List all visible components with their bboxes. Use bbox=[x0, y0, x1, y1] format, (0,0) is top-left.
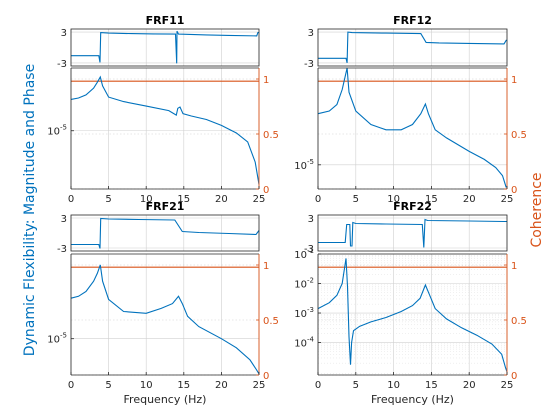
phase-tick-label: -3 bbox=[57, 59, 67, 70]
magnitude-line bbox=[70, 264, 260, 375]
magnitude-plot-area bbox=[71, 68, 259, 189]
x-tick-label: 0 bbox=[315, 194, 321, 205]
x-tick-label: 25 bbox=[253, 380, 266, 391]
left-axis-title: Dynamic Flexibility: Magnitude and Phase bbox=[22, 64, 38, 356]
x-tick-label: 15 bbox=[425, 194, 438, 205]
magnitude-line bbox=[317, 67, 507, 188]
coherence-tick-label: 0 bbox=[263, 185, 269, 196]
magnitude-line bbox=[317, 258, 508, 373]
phase-axes-box bbox=[70, 214, 260, 252]
phase-line bbox=[71, 30, 259, 64]
coherence-tick-label: 0.5 bbox=[263, 316, 279, 327]
coherence-tick-label: 0.5 bbox=[511, 130, 527, 141]
phase-tick-label: 3 bbox=[61, 28, 67, 39]
coherence-tick-label: 0 bbox=[263, 371, 269, 382]
phase-axes-box bbox=[70, 28, 260, 67]
x-tick-label: 15 bbox=[177, 380, 190, 391]
coherence-tick-label: 0.5 bbox=[511, 316, 527, 327]
x-tick-label: 20 bbox=[215, 194, 228, 205]
x-tick-label: 20 bbox=[215, 380, 228, 391]
x-tick-label: 5 bbox=[105, 194, 111, 205]
phase-tick-label: -3 bbox=[57, 244, 67, 255]
phase-tick-label: 3 bbox=[308, 214, 314, 225]
x-tick-label: 25 bbox=[501, 194, 514, 205]
coherence-tick-label: 0 bbox=[511, 185, 517, 196]
x-tick-label: 5 bbox=[353, 194, 359, 205]
x-tick-label: 10 bbox=[140, 380, 153, 391]
phase-axes-box bbox=[317, 214, 508, 252]
x-axis-title: Frequency (Hz) bbox=[371, 393, 454, 406]
x-tick-label: 25 bbox=[501, 380, 514, 391]
subplot-title: FRF11 bbox=[146, 14, 185, 27]
x-tick-label: 10 bbox=[387, 194, 400, 205]
magnitude-plot-area bbox=[71, 254, 259, 375]
x-tick-label: 5 bbox=[105, 380, 111, 391]
subplot-title: FRF21 bbox=[146, 200, 185, 213]
x-tick-label: 10 bbox=[387, 380, 400, 391]
phase-tick-label: -3 bbox=[304, 59, 314, 70]
x-tick-label: 10 bbox=[140, 194, 153, 205]
x-tick-label: 0 bbox=[68, 380, 74, 391]
phase-axes-box bbox=[317, 28, 508, 67]
x-tick-label: 0 bbox=[68, 194, 74, 205]
x-tick-label: 20 bbox=[463, 194, 476, 205]
coherence-tick-label: 1 bbox=[263, 261, 269, 272]
x-tick-label: 20 bbox=[463, 380, 476, 391]
right-axis-title: Coherence bbox=[529, 172, 545, 247]
phase-tick-label: 3 bbox=[61, 214, 67, 225]
phase-plot-area bbox=[318, 29, 507, 66]
x-tick-label: 0 bbox=[315, 380, 321, 391]
x-tick-label: 25 bbox=[253, 194, 266, 205]
phase-line bbox=[318, 218, 507, 248]
coherence-tick-label: 0 bbox=[511, 371, 517, 382]
phase-tick-label: -3 bbox=[304, 244, 314, 255]
subplot-title: FRF22 bbox=[393, 200, 432, 213]
x-tick-label: 5 bbox=[353, 380, 359, 391]
x-tick-label: 15 bbox=[425, 380, 438, 391]
coherence-tick-label: 1 bbox=[263, 75, 269, 86]
coherence-tick-label: 0.5 bbox=[263, 130, 279, 141]
phase-tick-label: 3 bbox=[308, 28, 314, 39]
magnitude-line bbox=[70, 75, 260, 185]
magnitude-plot-area bbox=[318, 68, 507, 189]
phase-line bbox=[318, 31, 507, 64]
coherence-tick-label: 1 bbox=[511, 75, 517, 86]
x-axis-title: Frequency (Hz) bbox=[124, 393, 207, 406]
phase-line bbox=[71, 217, 260, 249]
x-tick-label: 15 bbox=[177, 194, 190, 205]
subplot-title: FRF12 bbox=[393, 14, 432, 27]
coherence-tick-label: 1 bbox=[511, 261, 517, 272]
